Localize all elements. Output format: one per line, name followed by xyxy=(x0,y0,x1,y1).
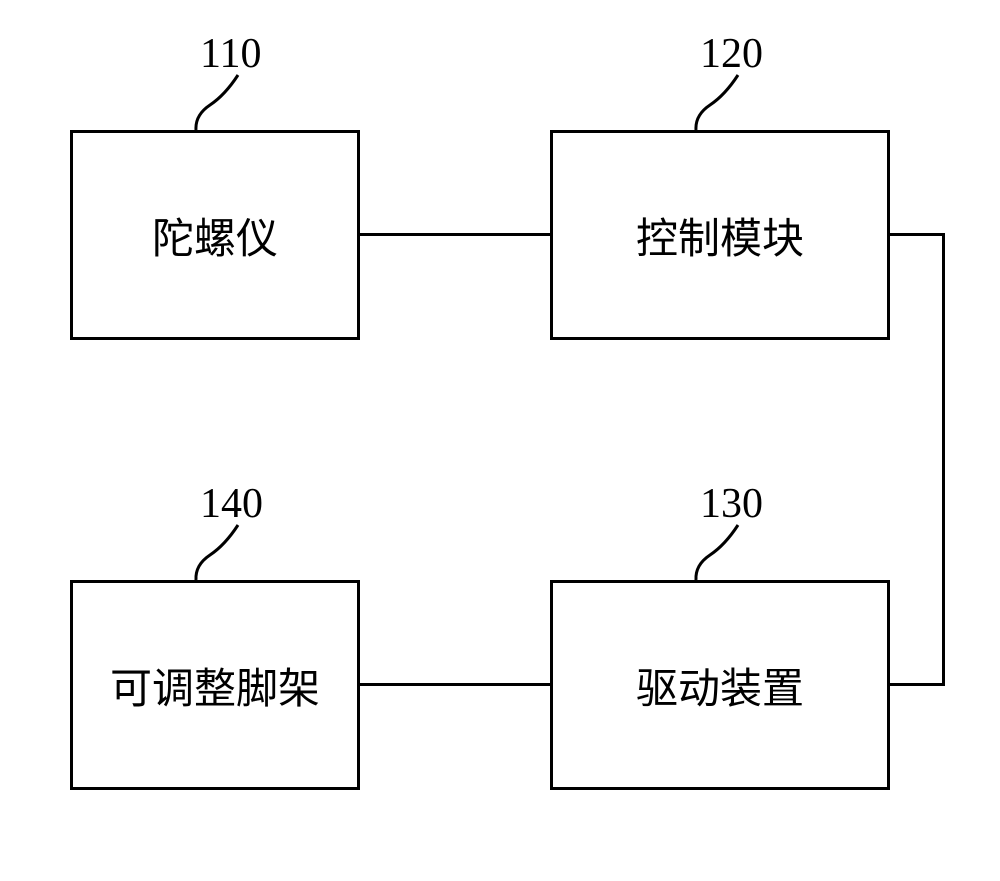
block-diagram: 陀螺仪 110 控制模块 120 驱动装置 130 可调整脚架 140 xyxy=(0,0,1000,881)
curve-110 xyxy=(196,75,238,130)
curve-130 xyxy=(696,525,738,580)
ref-curves xyxy=(0,0,1000,881)
curve-140 xyxy=(196,525,238,580)
curve-120 xyxy=(696,75,738,130)
